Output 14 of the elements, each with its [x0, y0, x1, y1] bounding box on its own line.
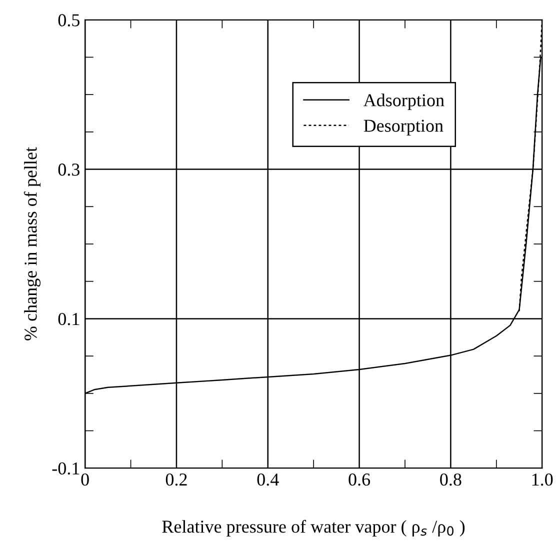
- legend-label: Desorption: [364, 120, 444, 136]
- x-tick-label: 0.8: [440, 473, 462, 486]
- y-tick-label: 0.5: [58, 14, 80, 26]
- x-tick-label: 0.2: [166, 473, 187, 486]
- y-axis-title: % change in mass of pellet: [24, 147, 41, 340]
- y-tick-label: -0.1: [52, 462, 80, 475]
- x-axis-title: Relative pressure of water vapor ( ρ$_{s}$ /ρ$_{0}$ ): [162, 520, 465, 536]
- x-tick-label: 1.0: [532, 473, 553, 486]
- y-tick-label: 0.3: [58, 164, 80, 176]
- x-tick-label: 0.4: [257, 473, 279, 486]
- x-tick-label: 0.6: [348, 473, 370, 486]
- y-tick-label: 0.1: [58, 312, 80, 326]
- legend-label: Adsorption: [363, 94, 444, 110]
- x-tick-label: 0: [81, 473, 89, 486]
